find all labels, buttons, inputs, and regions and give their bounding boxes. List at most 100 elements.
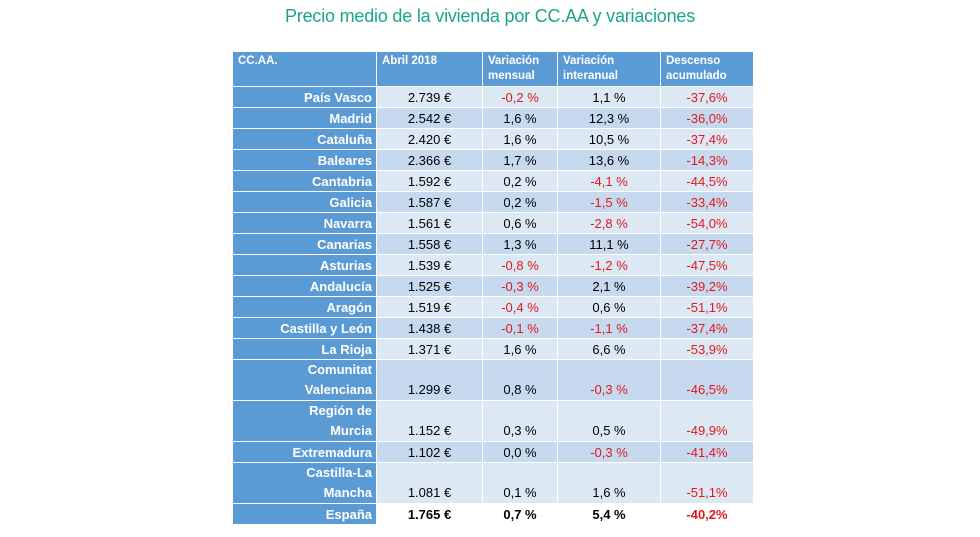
monthly-cell: 0,2 %	[483, 192, 557, 213]
region-name-line: País Vasco	[304, 90, 372, 105]
data-table: CC.AA. Abril 2018 Variación mensual Vari…	[232, 52, 754, 525]
cumulative-cell: -44,5%	[661, 171, 753, 192]
monthly-cell: -0,2 %	[483, 87, 557, 108]
yearly-cell: 10,5 %	[558, 129, 660, 150]
table-row: Galicia 1.587 €0,2 % -1,5 % -33,4%	[233, 192, 753, 213]
yearly-cell: 6,6 %	[558, 339, 660, 360]
region-cell: Región de Murcia	[233, 401, 376, 442]
region-name-line: Región de	[309, 403, 372, 418]
region-name-line: Galicia	[329, 195, 372, 210]
cumulative-cell: -39,2%	[661, 276, 753, 297]
price-cell: 1.558 €	[377, 234, 482, 255]
yearly-cell: -4,1 %	[558, 171, 660, 192]
monthly-cell: -0,8 %	[483, 255, 557, 276]
table-row: Aragón 1.519 € -0,4 % 0,6 % -51,1%	[233, 297, 753, 318]
table-row: La Rioja 1.371 €1,6 % 6,6 % -53,9%	[233, 339, 753, 360]
region-name-line: España	[325, 507, 372, 522]
table-row: Cataluña 2.420 €1,6 % 10,5 % -37,4%	[233, 129, 753, 150]
yearly-cell: -0,3 %	[558, 360, 660, 401]
cumulative-cell: -54,0%	[661, 213, 753, 234]
region-cell: Cataluña	[233, 129, 376, 150]
price-cell: 1.561 €	[377, 213, 482, 234]
cumulative-cell: -41,4%	[661, 442, 753, 463]
monthly-cell: 0,6 %	[483, 213, 557, 234]
monthly-cell: 0,0 %	[483, 442, 557, 463]
monthly-cell: 0,2 %	[483, 171, 557, 192]
total-row: España 1.765 €0,7 % 5,4 % -40,2%	[233, 504, 753, 525]
price-cell: 2.420 €	[377, 129, 482, 150]
region-name-line: Canarias	[317, 237, 372, 252]
region-name-line: Asturias	[319, 258, 372, 273]
table-row: Navarra 1.561 €0,6 % -2,8 % -54,0%	[233, 213, 753, 234]
region-cell: Andalucía	[233, 276, 376, 297]
cumulative-cell: -33,4%	[661, 192, 753, 213]
price-cell: 1.299 €	[377, 360, 482, 401]
column-header-cumulative-text: Descenso acumulado	[666, 55, 727, 82]
monthly-cell: -0,1 %	[483, 318, 557, 339]
region-cell: Comunitat Valenciana	[233, 360, 376, 401]
region-name-line: Cantabria	[312, 174, 372, 189]
region-name-line: Castilla y León	[280, 321, 372, 336]
price-cell: 1.519 €	[377, 297, 482, 318]
table-row: Cantabria 1.592 €0,2 % -4,1 % -44,5%	[233, 171, 753, 192]
region-name-line: Valenciana	[304, 382, 372, 397]
monthly-cell: 0,1 %	[483, 463, 557, 504]
price-cell: 1.592 €	[377, 171, 482, 192]
price-cell: 1.587 €	[377, 192, 482, 213]
monthly-cell: 1,6 %	[483, 108, 557, 129]
table-body: País Vasco 2.739 € -0,2 % 1,1 % -37,6% Madrid…	[233, 87, 753, 525]
yearly-cell: -1,2 %	[558, 255, 660, 276]
region-name-line: Aragón	[326, 300, 373, 315]
cumulative-cell: -46,5%	[661, 360, 753, 401]
cumulative-cell: -37,4%	[661, 129, 753, 150]
yearly-cell: -1,5 %	[558, 192, 660, 213]
table-row: Castilla y León 1.438 € -0,1 % -1,1 % -37,4%	[233, 318, 753, 339]
yearly-cell: 2,1 %	[558, 276, 660, 297]
monthly-cell: 1,7 %	[483, 150, 557, 171]
monthly-cell: 0,7 %	[483, 504, 557, 525]
region-name-line: Extremadura	[292, 445, 372, 460]
monthly-cell: 0,8 %	[483, 360, 557, 401]
region-cell: España	[233, 504, 376, 525]
region-name-line: Navarra	[323, 216, 372, 231]
cumulative-cell: -47,5%	[661, 255, 753, 276]
region-name-line: Andalucía	[309, 279, 372, 294]
table-row: Asturias 1.539 € -0,8 % -1,2 % -47,5%	[233, 255, 753, 276]
region-cell: Galicia	[233, 192, 376, 213]
cumulative-cell: -49,9%	[661, 401, 753, 442]
region-name-line: Castilla-La	[306, 465, 372, 480]
yearly-cell: 13,6 %	[558, 150, 660, 171]
chart-title: Precio medio de la vivienda por CC.AA y …	[284, 6, 695, 26]
column-header-region: CC.AA.	[233, 52, 376, 87]
price-cell: 2.739 €	[377, 87, 482, 108]
table-row: Baleares 2.366 €1,7 % 13,6 % -14,3%	[233, 150, 753, 171]
price-cell: 1.371 €	[377, 339, 482, 360]
column-header-price: Abril 2018	[377, 52, 482, 87]
price-cell: 2.366 €	[377, 150, 482, 171]
price-cell: 1.539 €	[377, 255, 482, 276]
yearly-cell: -0,3 %	[558, 442, 660, 463]
price-cell: 1.525 €	[377, 276, 482, 297]
monthly-cell: 1,6 %	[483, 339, 557, 360]
monthly-cell: -0,4 %	[483, 297, 557, 318]
region-cell: Canarias	[233, 234, 376, 255]
price-cell: 1.102 €	[377, 442, 482, 463]
table-row: Andalucía 1.525 € -0,3 % 2,1 % -39,2%	[233, 276, 753, 297]
region-cell: Baleares	[233, 150, 376, 171]
column-header-monthly: Variación mensual	[483, 52, 557, 87]
cumulative-cell: -37,6%	[661, 87, 753, 108]
region-cell: País Vasco	[233, 87, 376, 108]
region-cell: Aragón	[233, 297, 376, 318]
region-name-line: Murcia	[330, 423, 372, 438]
cumulative-cell: -27,7%	[661, 234, 753, 255]
region-name-line: Madrid	[329, 111, 372, 126]
region-cell: Castilla-La Mancha	[233, 463, 376, 504]
region-cell: Madrid	[233, 108, 376, 129]
cumulative-cell: -37,4%	[661, 318, 753, 339]
price-cell: 1.081 €	[377, 463, 482, 504]
cumulative-cell: -51,1%	[661, 297, 753, 318]
column-header-yearly-text: Variación interanual	[563, 55, 618, 82]
region-name-line: Cataluña	[317, 132, 372, 147]
yearly-cell: 1,1 %	[558, 87, 660, 108]
region-cell: Extremadura	[233, 442, 376, 463]
